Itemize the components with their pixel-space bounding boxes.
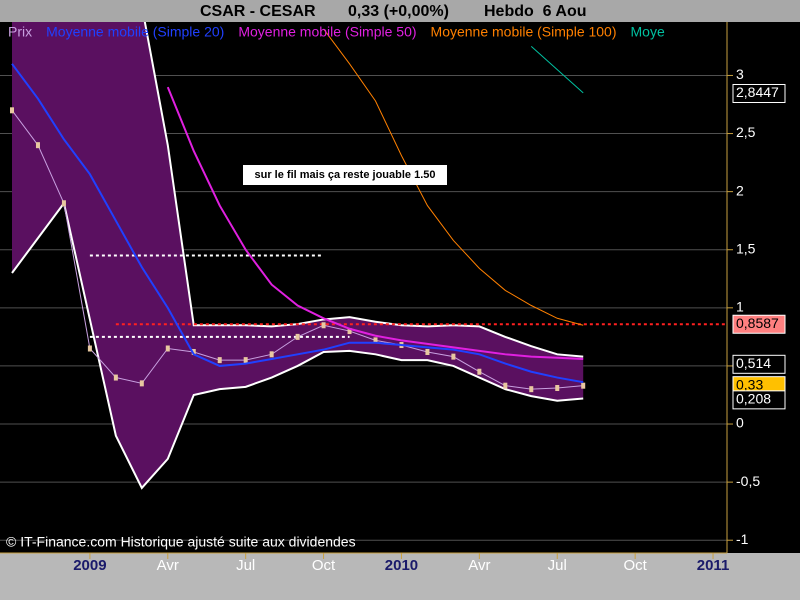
moving-average [166, 86, 584, 360]
price-marker [477, 368, 482, 375]
y-tick-label: 1,5 [736, 240, 756, 256]
plot-area [0, 22, 727, 541]
price-marker [243, 357, 248, 364]
price-marker [113, 374, 118, 381]
price-marker [217, 357, 222, 364]
annotation-box [243, 165, 447, 185]
price-marker [191, 348, 196, 355]
price-label: 2,8447 [736, 84, 779, 100]
price-marker [503, 382, 508, 389]
moving-average [530, 46, 584, 94]
price-marker [347, 328, 352, 335]
price-marker [87, 345, 92, 352]
price-marker [321, 322, 326, 329]
y-tick-label: -1 [736, 531, 749, 547]
band-lower [11, 200, 584, 490]
annotation: sur le fil mais ça reste jouable 1.50 [255, 169, 436, 181]
title-quote: 0,33 (+0,00%) [348, 3, 449, 20]
title-bar [0, 0, 800, 22]
price-marker [555, 385, 560, 392]
price-label: 0,208 [736, 391, 771, 407]
x-tick-label: 2011 [697, 557, 730, 574]
y-tick-label: 2 [736, 182, 744, 198]
y-tick-label: 2,5 [736, 124, 756, 140]
price-marker [529, 386, 534, 393]
x-tick-label: Avr [468, 557, 490, 574]
y-tick-label: 1 [736, 299, 744, 315]
price-marker [10, 107, 14, 114]
y-tick-label: 0 [736, 415, 744, 431]
price-marker [295, 333, 300, 340]
price-label: 0,514 [736, 355, 771, 371]
legend-entry: Moye [631, 24, 665, 40]
price-label-box [732, 390, 786, 410]
x-tick-label: 2010 [385, 557, 418, 574]
title-name: CSAR - CESAR [200, 3, 316, 20]
y-tick-label: -0,5 [736, 473, 760, 489]
footer: © IT-Finance.com Historique ajusté suite… [6, 534, 356, 550]
moving-average [11, 63, 584, 384]
price-label: 0,33 [736, 376, 763, 392]
legend-entry: Prix [8, 24, 32, 40]
price-marker [165, 345, 170, 352]
x-tick-label: Jul [236, 557, 255, 574]
price-label-box [732, 83, 786, 103]
price-marker [581, 382, 586, 389]
legend-entry: Moyenne mobile (Simple 100) [431, 24, 617, 40]
moving-average [323, 28, 584, 326]
y-tick-label: 3 [736, 66, 744, 82]
price-label: 0,8587 [736, 315, 779, 331]
legend-entry: Moyenne mobile (Simple 50) [238, 24, 416, 40]
legend-entry: Moyenne mobile (Simple 20) [46, 24, 224, 40]
title-period: Hebdo 6 Aou [484, 3, 587, 20]
price-marker [61, 200, 66, 207]
x-tick-label: Jul [548, 557, 567, 574]
price-label-box [732, 354, 786, 374]
x-tick-label: Oct [312, 557, 336, 574]
price-label-box [732, 314, 786, 334]
price-marker [425, 348, 430, 355]
price-marker [35, 142, 40, 149]
x-tick-label: 2009 [73, 557, 106, 574]
price-marker [373, 337, 378, 344]
band-fill [12, 22, 584, 488]
price-marker [269, 351, 274, 358]
x-axis-bar [0, 553, 800, 600]
x-tick-label: Avr [157, 557, 179, 574]
x-tick-label: Oct [623, 557, 647, 574]
price-marker [451, 353, 456, 360]
price-marker [139, 380, 144, 387]
